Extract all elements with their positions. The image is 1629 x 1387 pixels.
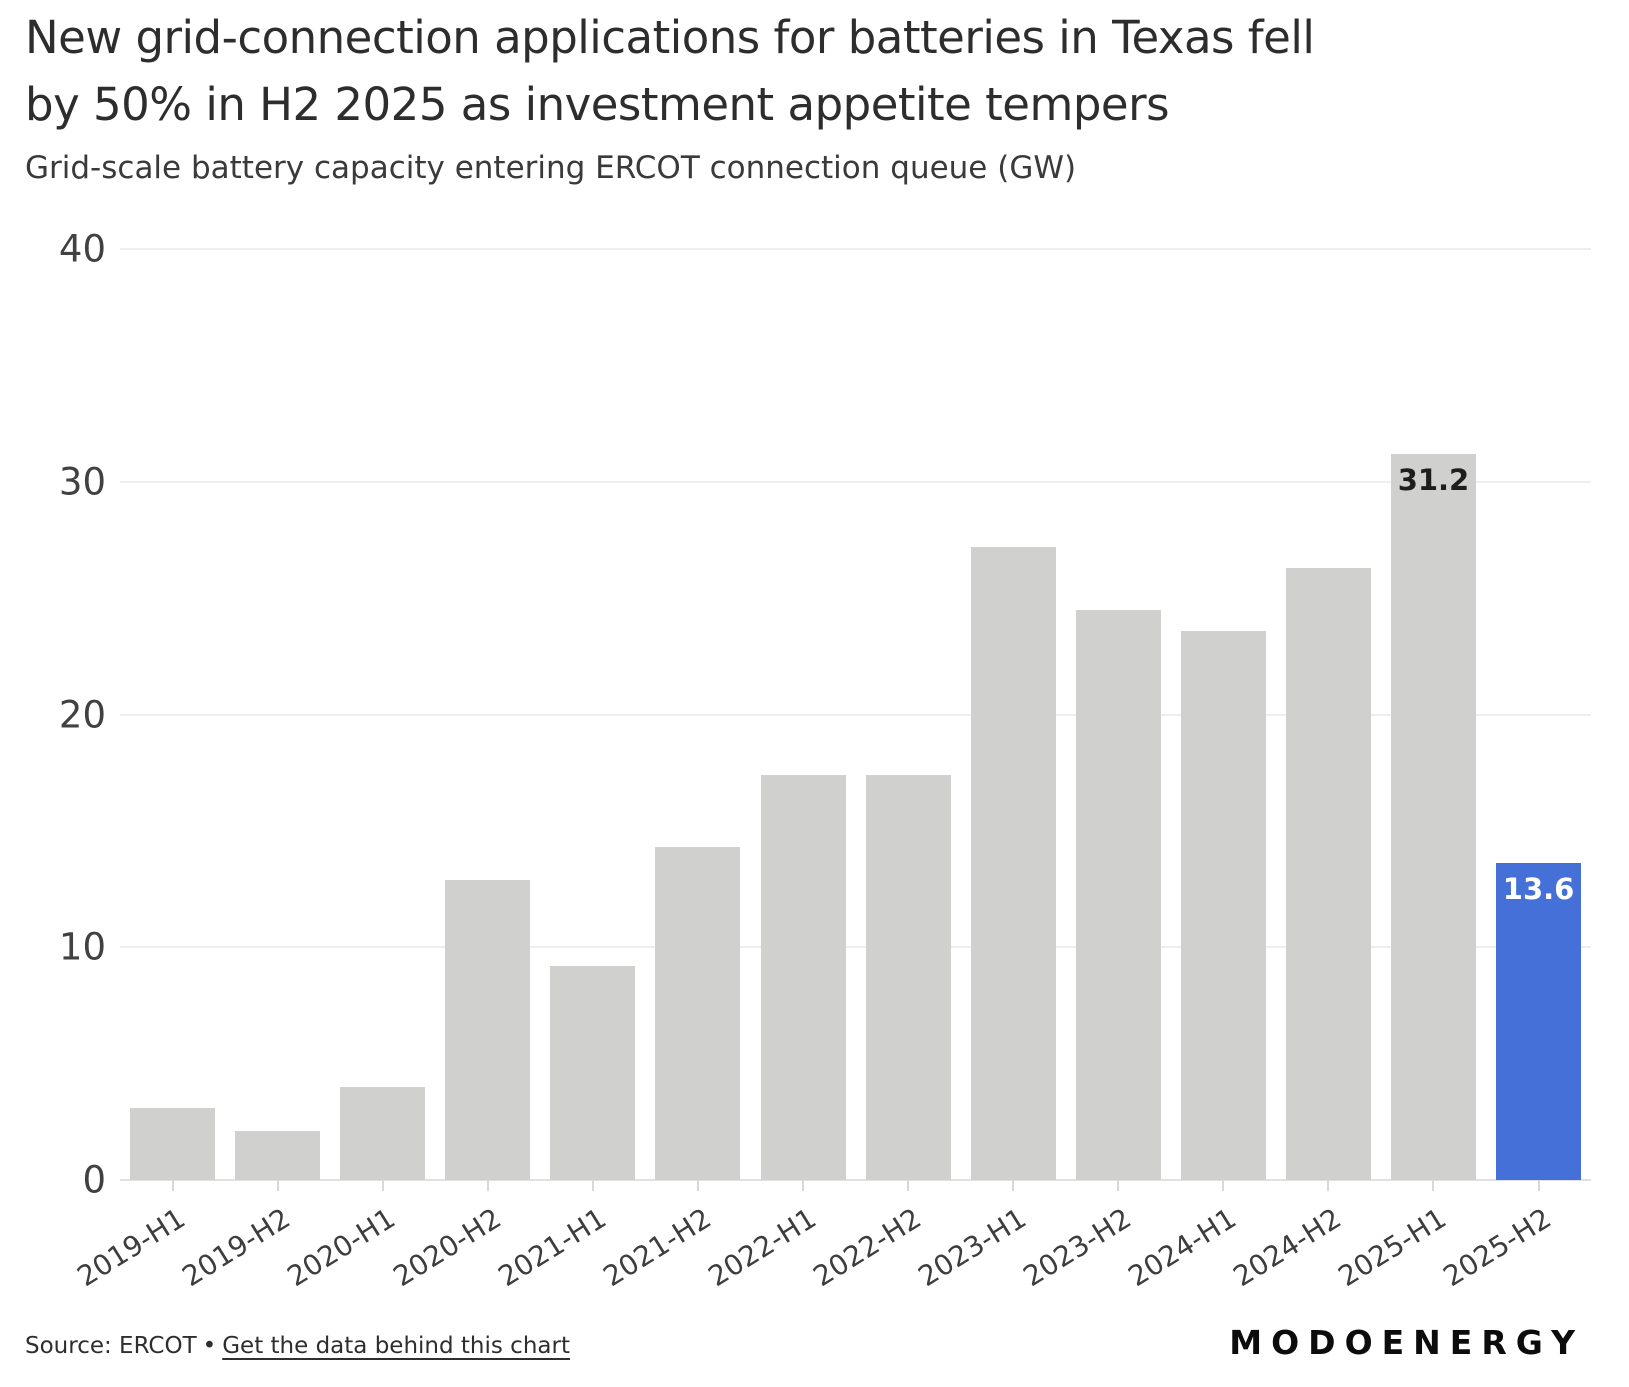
gridline-40 [120, 248, 1591, 250]
bar-2024-H2 [1285, 567, 1371, 1180]
x-tick-label-2022-H2: 2022-H2 [807, 1201, 927, 1294]
x-tick-2022-H1 [802, 1180, 804, 1191]
x-tick-2025-H1 [1432, 1180, 1435, 1191]
modoenergy-logo: MODOENERGY [1229, 1323, 1584, 1362]
bar-slot-2020-H1: 2020-H1 [282, 249, 435, 1293]
x-tick-2022-H2 [907, 1180, 910, 1191]
separator-dot: • [202, 1333, 217, 1359]
bar-slot-2021-H2: 2021-H2 [597, 249, 750, 1293]
bar-slot-2023-H1: 2023-H1 [912, 249, 1066, 1293]
x-tick-label-2023-H2: 2023-H2 [1017, 1201, 1137, 1294]
bar-2019-H2 [235, 1131, 321, 1180]
x-tick-label-2024-H1: 2024-H1 [1122, 1201, 1243, 1294]
y-tick-label-40: 40 [58, 227, 106, 271]
bar-value-label-2025-H1: 31.2 [1397, 462, 1470, 497]
x-tick-label-2021-H2: 2021-H2 [597, 1201, 717, 1294]
x-tick-2020-H2 [486, 1180, 489, 1191]
x-tick-2024-H1 [1222, 1180, 1225, 1191]
x-tick-2019-H1 [171, 1180, 174, 1191]
bar-2021-H2 [655, 847, 741, 1180]
x-tick-label-2020-H2: 2020-H2 [387, 1201, 507, 1294]
bar-2025-H1: 31.2 [1390, 453, 1476, 1180]
x-tick-2021-H2 [696, 1180, 699, 1191]
bar-2022-H2 [865, 775, 951, 1180]
chart-subtitle: Grid-scale battery capacity entering ERC… [25, 150, 1077, 186]
bar-slot-2025-H2: 13.6 2025-H2 [1438, 249, 1591, 1293]
y-tick-label-30: 30 [58, 460, 106, 504]
bar-2020-H2 [445, 879, 531, 1180]
x-tick-label-2024-H2: 2024-H2 [1227, 1201, 1348, 1294]
x-axis-line [120, 1179, 1591, 1181]
x-tick-2021-H1 [591, 1180, 594, 1191]
y-tick-label-20: 20 [58, 693, 106, 736]
x-tick-2025-H2 [1537, 1180, 1540, 1191]
bar-2023-H1 [970, 546, 1056, 1180]
x-tick-2023-H2 [1117, 1180, 1120, 1191]
x-tick-label-2025-H1: 2025-H1 [1332, 1201, 1453, 1294]
x-tick-label-2019-H2: 2019-H2 [176, 1201, 297, 1294]
bar-value-label-2025-H2: 13.6 [1502, 872, 1575, 907]
x-tick-2023-H1 [1012, 1180, 1015, 1191]
y-axis: 0 10 20 30 40 [0, 228, 106, 1202]
x-tick-2020-H1 [381, 1180, 384, 1191]
x-tick-label-2023-H1: 2023-H1 [912, 1201, 1032, 1294]
bar-2019-H1 [130, 1107, 216, 1180]
bar-slot-2021-H1: 2021-H1 [492, 249, 645, 1293]
bar-2024-H1 [1180, 630, 1266, 1180]
bar-2021-H1 [550, 965, 636, 1180]
x-tick-label-2020-H1: 2020-H1 [281, 1201, 402, 1294]
bar-2022-H1 [760, 775, 846, 1180]
x-tick-2024-H2 [1327, 1180, 1330, 1191]
bar-slot-2024-H2: 2024-H2 [1228, 249, 1381, 1293]
get-data-link[interactable]: Get the data behind this chart [222, 1333, 570, 1359]
bar-slot-2023-H2: 2023-H2 [1018, 249, 1171, 1293]
bar-slot-2022-H2: 2022-H2 [807, 249, 961, 1293]
bar-slot-2019-H2: 2019-H2 [177, 249, 330, 1293]
source-note: Source: ERCOT • Get the data behind this c… [25, 1333, 570, 1359]
x-tick-label-2022-H1: 2022-H1 [702, 1201, 822, 1294]
chart-title: New grid-connection applications for bat… [25, 11, 1315, 131]
x-tick-label-2019-H1: 2019-H1 [71, 1201, 192, 1294]
bar-slot-2022-H1: 2022-H1 [702, 249, 855, 1293]
bar-2023-H2 [1075, 609, 1161, 1180]
bar-slot-2024-H1: 2024-H1 [1123, 249, 1276, 1293]
gridline-30 [120, 480, 1591, 483]
bar-chart-plot-area: 2019-H1 2019-H2 2020-H1 2020-H2 2021-H1 2021-… [72, 248, 1591, 1293]
bar-slot-2019-H1: 2019-H1 [72, 249, 225, 1293]
bar-slot-2025-H1: 31.2 2025-H1 [1333, 249, 1486, 1293]
bar-series: 2019-H1 2019-H2 2020-H1 2020-H2 2021-H1 2021-… [72, 249, 1591, 1293]
bar-2020-H1 [340, 1086, 426, 1180]
x-tick-label-2025-H2: 2025-H2 [1437, 1201, 1558, 1294]
gridline-20 [120, 713, 1591, 716]
bar-2025-H2: 13.6 [1496, 863, 1582, 1180]
y-tick-label-0: 0 [82, 1158, 106, 1202]
gridline-10 [120, 946, 1591, 949]
bar-slot-2020-H2: 2020-H2 [387, 249, 540, 1293]
x-tick-2019-H2 [276, 1180, 279, 1191]
x-tick-label-2021-H1: 2021-H1 [492, 1201, 612, 1294]
source-label: Source: ERCOT [25, 1333, 197, 1359]
y-tick-label-10: 10 [58, 925, 106, 969]
